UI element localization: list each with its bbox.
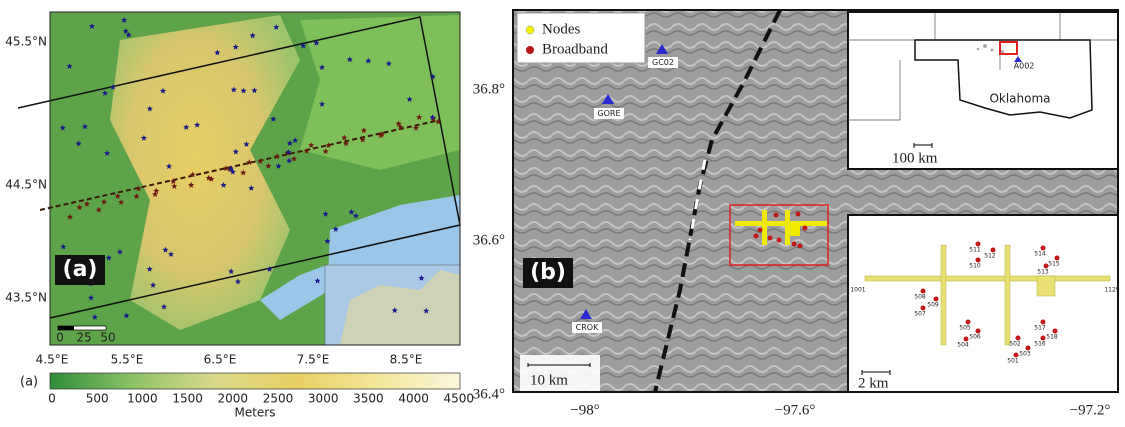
node-label: 507 [914, 311, 926, 318]
scale-label: 100 km [892, 150, 938, 166]
state-label: Oklahoma [989, 92, 1050, 106]
legend-label: Broadband [542, 41, 608, 57]
lon-label: 8.5°E [390, 353, 423, 367]
colorbar-tick-label: 2500 [263, 392, 294, 406]
node-label: 506 [969, 334, 981, 341]
scale-label: 50 [100, 331, 115, 345]
node-label: 513 [1037, 269, 1049, 276]
panel-label: (a) [63, 257, 98, 282]
node-label: 512 [984, 253, 996, 260]
lat-label: 43.5°N [5, 291, 47, 305]
lon-label: 5.5°E [111, 353, 144, 367]
colorbar [50, 373, 460, 389]
lon-label: 7.5°E [297, 353, 330, 367]
station-label: CROK [576, 323, 599, 332]
lon-label: −98° [570, 402, 599, 418]
node-label: 503 [1019, 351, 1031, 358]
lat-label: 45.5°N [5, 35, 47, 49]
scale-label: 0 [56, 331, 64, 345]
scale-label: 10 km [530, 372, 568, 388]
colorbar-tick-label: 3000 [308, 392, 339, 406]
lat-label: 36.4° [473, 386, 505, 402]
node-label: 509 [927, 302, 939, 309]
node-label: 514 [1034, 251, 1046, 258]
colorbar-tick-label: 4500 [444, 392, 475, 406]
scale-label: 2 km [858, 375, 889, 391]
colorbar-tick-label: 1000 [127, 392, 158, 406]
colorbar-unit: Meters [234, 406, 275, 420]
colorbar-tick-label: 4000 [398, 392, 429, 406]
node-label: 516 [1034, 341, 1046, 348]
scale-label: 25 [76, 331, 91, 345]
node-label: 510 [969, 263, 981, 270]
colorbar-tick-label: 500 [86, 392, 109, 406]
station-label: A002 [1014, 62, 1035, 71]
panel-b-map: Nodes Broadband GC02 GORE CROK 10 km (b) [513, 10, 1120, 392]
station-label: GC02 [652, 58, 674, 67]
lon-label: −97.6° [775, 402, 816, 418]
panel-label: (b) [530, 260, 566, 285]
colorbar-tick-label: 1500 [172, 392, 203, 406]
lat-label: 36.8° [473, 81, 505, 97]
lon-label: 6.5°E [204, 353, 237, 367]
node-label: 1001 [850, 287, 865, 294]
lat-label: 44.5°N [5, 178, 47, 192]
panel-a-map: (a) 0 25 50 [18, 12, 460, 345]
colorbar-tick-label: 3500 [353, 392, 384, 406]
node-label: 504 [957, 342, 969, 349]
node-label: 505 [959, 325, 971, 332]
lon-label: −97.2° [1070, 402, 1111, 418]
colorbar-tick-label: 2000 [218, 392, 249, 406]
legend-label: Nodes [542, 21, 580, 37]
node-label: 517 [1034, 325, 1046, 332]
node-label: 508 [914, 294, 926, 301]
node-label: 502 [1009, 341, 1021, 348]
node-label: 518 [1046, 334, 1058, 341]
lon-label: 4.5°E [36, 353, 69, 367]
node-label: 515 [1048, 261, 1060, 268]
figure: (a) 0 25 50 45.5°N 44.5°N 43.5°N 4.5°E 5… [0, 0, 1125, 423]
colorbar-tick-label: 0 [48, 392, 56, 406]
node-label: 511 [969, 247, 981, 254]
page: { "panel_a": { "label": "(a)", "lat_labe… [0, 0, 1125, 423]
node-label: 501 [1007, 358, 1019, 365]
lat-label: 36.6° [473, 232, 505, 248]
station-label: GORE [597, 109, 620, 118]
colorbar-panel-label: (a) [20, 375, 38, 390]
